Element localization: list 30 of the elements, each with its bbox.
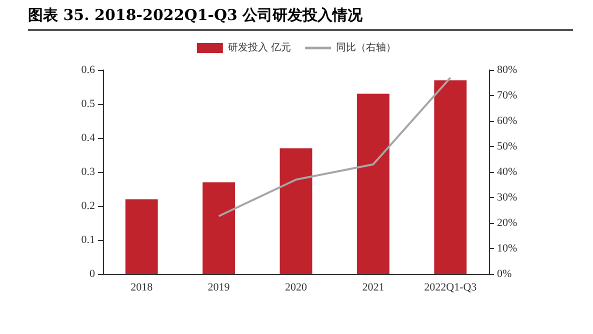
x-tick-label: 2018	[130, 282, 154, 294]
y2-tick-label: 30%	[497, 192, 518, 204]
x-tick-label: 2021	[362, 282, 384, 294]
legend-label: 研发投入 亿元	[228, 42, 292, 54]
y2-tick-label: 40%	[497, 166, 518, 178]
x-tick-label: 2022Q1-Q3	[424, 282, 478, 294]
y2-tick-label: 20%	[497, 217, 518, 229]
y2-tick-label: 60%	[497, 115, 518, 127]
y2-tick-label: 10%	[497, 242, 518, 254]
bar	[202, 182, 236, 274]
y-tick-label: 0.5	[81, 98, 96, 110]
y2-tick-label: 50%	[497, 140, 518, 152]
legend-label: 同比（右轴）	[336, 42, 396, 54]
y-tick-label: 0.6	[81, 64, 96, 76]
y2-tick-label: 80%	[497, 64, 518, 76]
y-tick-label: 0.3	[81, 166, 96, 178]
chart-title: 图表 35. 2018-2022Q1-Q3 公司研发投入情况	[28, 6, 573, 31]
y2-tick-label: 70%	[497, 90, 518, 102]
y-tick-label: 0.2	[81, 200, 95, 212]
x-tick-label: 2019	[208, 282, 230, 294]
y2-tick-label: 0%	[497, 268, 512, 280]
bar	[356, 94, 390, 274]
y-tick-label: 0	[90, 268, 96, 280]
x-tick-label: 2020	[285, 282, 308, 294]
bar	[280, 148, 312, 274]
y-tick-label: 0.1	[81, 234, 95, 246]
bar	[125, 199, 158, 274]
y-tick-label: 0.4	[81, 132, 96, 144]
bar	[434, 80, 467, 274]
line-series	[218, 76, 452, 218]
